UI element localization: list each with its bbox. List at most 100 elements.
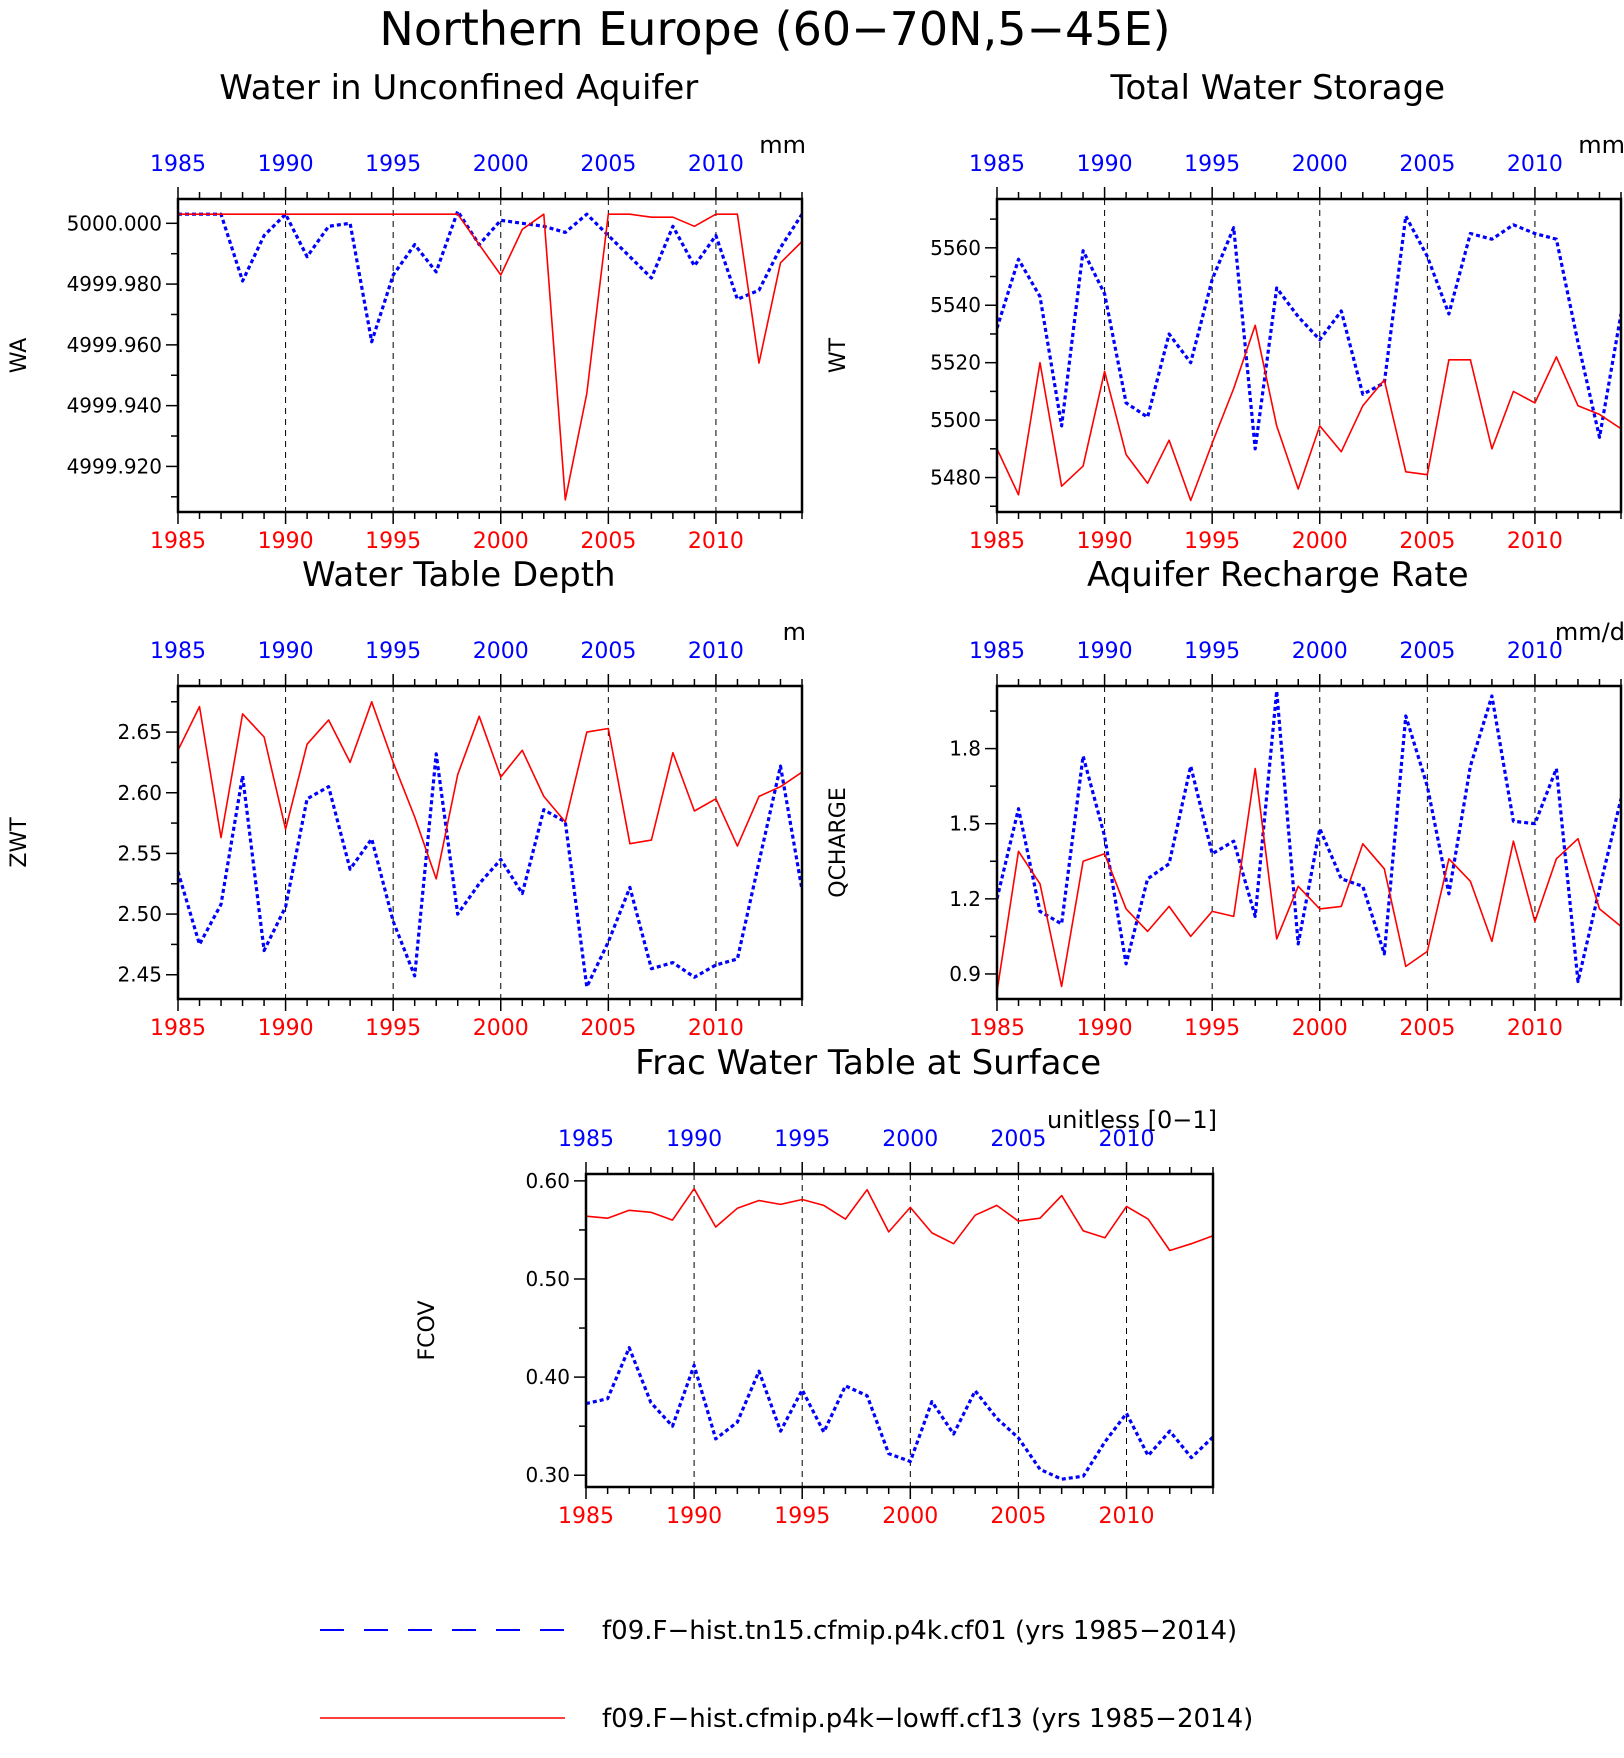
y-tick-label: 1.5	[949, 812, 981, 836]
x-tick-label-bottom: 1985	[150, 529, 206, 554]
x-tick-label-bottom: 2010	[1507, 529, 1563, 554]
x-tick-label-bottom: 2005	[1399, 1016, 1455, 1041]
x-tick-label-top: 1995	[365, 639, 421, 664]
series-line-blue	[178, 209, 802, 344]
y-tick-label: 2.60	[117, 781, 162, 805]
x-tick-label-top: 2005	[580, 152, 636, 177]
x-tick-label-bottom: 1985	[969, 1016, 1025, 1041]
x-tick-label-bottom: 2000	[882, 1504, 938, 1529]
y-tick-label: 1.2	[949, 887, 981, 911]
y-tick-label: 5000.000	[67, 211, 162, 235]
x-tick-label-bottom: 2005	[580, 529, 636, 554]
x-tick-label-top: 1990	[258, 152, 314, 177]
y-tick-label: 4999.940	[67, 394, 162, 418]
x-tick-label-bottom: 2010	[1507, 1016, 1563, 1041]
x-tick-label-bottom: 2000	[1292, 1016, 1348, 1041]
x-tick-label-top: 1985	[150, 152, 206, 177]
x-tick-label-top: 1995	[365, 152, 421, 177]
x-tick-label-top: 1995	[1184, 639, 1240, 664]
x-tick-label-bottom: 2005	[580, 1016, 636, 1041]
x-tick-label-top: 2000	[473, 152, 529, 177]
y-tick-label: 0.9	[949, 962, 981, 986]
y-axis-label: WA	[7, 338, 32, 374]
panel-title: Water in Unconfined Aquifer	[219, 68, 698, 108]
x-tick-label-top: 2010	[688, 639, 744, 664]
x-tick-label-top: 1990	[1077, 152, 1133, 177]
x-tick-label-top: 2000	[473, 639, 529, 664]
y-axis-label: ZWT	[7, 817, 32, 868]
series-line-red	[997, 324, 1621, 502]
x-tick-label-bottom: 1985	[969, 529, 1025, 554]
y-tick-label: 2.45	[117, 963, 162, 987]
panel-water-in-unconfined-aquifer: Water in Unconfined Aquifer mm WA 1985 1985 1…	[7, 68, 806, 554]
y-tick-label: 5500	[930, 408, 981, 432]
panel-title: Water Table Depth	[302, 555, 616, 595]
y-axis-label: QCHARGE	[826, 787, 851, 898]
panel-title: Aquifer Recharge Rate	[1087, 555, 1469, 595]
series-line-red	[178, 213, 802, 501]
x-tick-label-bottom: 2010	[1099, 1504, 1155, 1529]
panel-aquifer-recharge-rate: Aquifer Recharge Rate mm/d QCHARGE 1985 1985…	[826, 555, 1624, 1041]
plot-frame	[176, 684, 804, 1001]
units-label: m	[783, 618, 806, 646]
y-tick-label: 1.8	[949, 737, 981, 761]
x-tick-label-bottom: 2000	[473, 529, 529, 554]
x-tick-label-top: 1990	[666, 1127, 722, 1152]
units-label: mm	[759, 131, 806, 159]
y-tick-label: 4999.980	[67, 272, 162, 296]
x-tick-label-top: 1985	[969, 639, 1025, 664]
x-tick-label-bottom: 1995	[365, 529, 421, 554]
x-tick-label-top: 2000	[882, 1127, 938, 1152]
panel-water-table-depth: Water Table Depth m ZWT 1985 1985 1990 1990 199…	[7, 555, 806, 1041]
x-tick-label-top: 2005	[1399, 639, 1455, 664]
x-tick-label-bottom: 1985	[558, 1504, 614, 1529]
x-tick-label-top: 1995	[774, 1127, 830, 1152]
x-tick-label-top: 2010	[1099, 1127, 1155, 1152]
x-tick-label-top: 1990	[258, 639, 314, 664]
x-tick-label-top: 1995	[1184, 152, 1240, 177]
y-tick-label: 5480	[930, 466, 981, 490]
units-label: mm/d	[1555, 618, 1624, 646]
legend-label: f09.F−hist.tn15.cfmip.p4k.cf01 (yrs 1985…	[602, 1616, 1237, 1646]
x-tick-label-bottom: 2005	[990, 1504, 1046, 1529]
x-tick-label-bottom: 1995	[365, 1016, 421, 1041]
x-tick-label-top: 2000	[1292, 639, 1348, 664]
x-tick-label-top: 1990	[1077, 639, 1133, 664]
x-tick-label-bottom: 2005	[1399, 529, 1455, 554]
y-tick-label: 2.50	[117, 902, 162, 926]
x-tick-label-bottom: 2010	[688, 1016, 744, 1041]
plot-frame	[995, 684, 1623, 1001]
panel-title: Total Water Storage	[1110, 68, 1446, 108]
x-tick-label-bottom: 1995	[774, 1504, 830, 1529]
y-axis-label: FCOV	[415, 1301, 440, 1361]
legend-label: f09.F−hist.cfmip.p4k−lowff.cf13 (yrs 198…	[602, 1704, 1253, 1734]
y-tick-label: 2.55	[117, 841, 162, 865]
x-tick-label-bottom: 2010	[688, 529, 744, 554]
series-line-red	[178, 700, 802, 880]
series-line-blue	[178, 752, 802, 989]
x-tick-label-bottom: 2000	[473, 1016, 529, 1041]
panel-frac-water-table-at-surface: Frac Water Table at Surface unitless [0−1…	[415, 1043, 1217, 1529]
x-tick-label-top: 2010	[1507, 639, 1563, 664]
x-tick-label-bottom: 2000	[1292, 529, 1348, 554]
units-label: mm	[1578, 131, 1624, 159]
plot-frame	[995, 197, 1623, 514]
x-tick-label-top: 1985	[150, 639, 206, 664]
x-tick-label-top: 1985	[969, 152, 1025, 177]
x-tick-label-bottom: 1990	[1077, 1016, 1133, 1041]
series-line-blue	[997, 689, 1621, 984]
figure-title: Northern Europe (60−70N,5−45E)	[379, 2, 1170, 56]
x-tick-label-bottom: 1990	[1077, 529, 1133, 554]
y-tick-label: 2.65	[117, 720, 162, 744]
x-tick-label-top: 2005	[990, 1127, 1046, 1152]
plot-frame	[584, 1172, 1215, 1489]
x-tick-label-top: 2000	[1292, 152, 1348, 177]
y-axis-label: WT	[826, 337, 851, 373]
x-tick-label-top: 2005	[1399, 152, 1455, 177]
x-tick-label-bottom: 1990	[258, 529, 314, 554]
x-tick-label-bottom: 1985	[150, 1016, 206, 1041]
x-tick-label-top: 1985	[558, 1127, 614, 1152]
plot-frame	[176, 197, 804, 514]
series-line-red	[586, 1187, 1213, 1252]
